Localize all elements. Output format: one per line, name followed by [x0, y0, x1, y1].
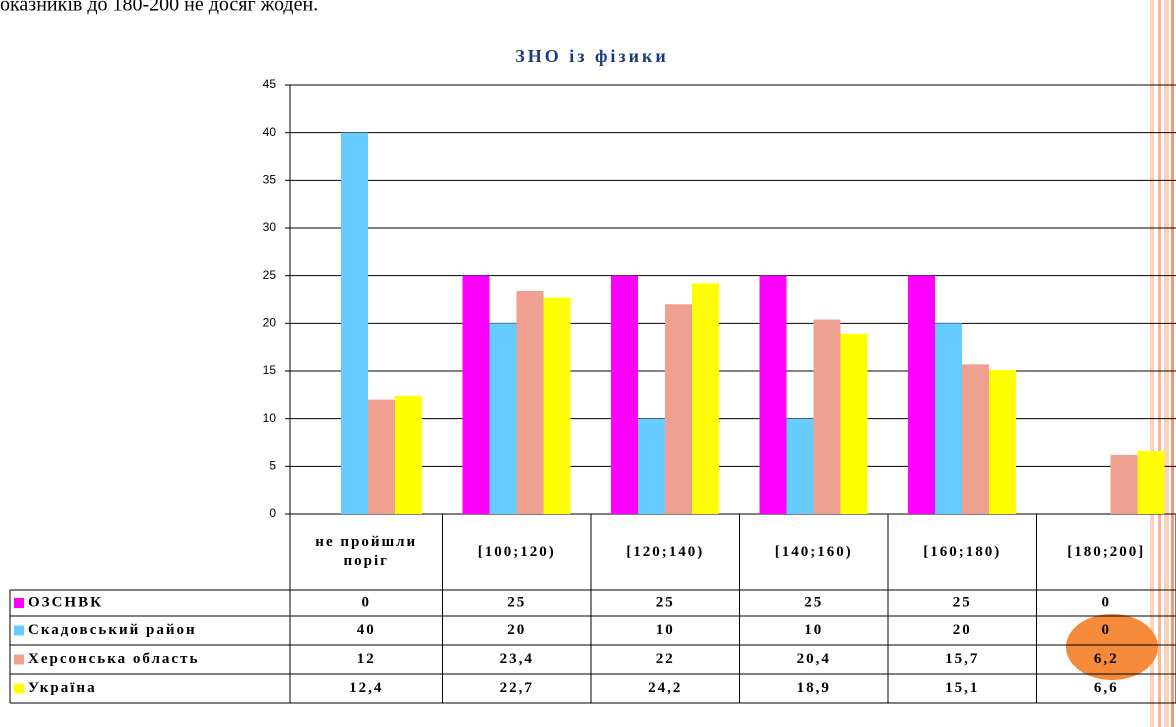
bar	[341, 132, 368, 514]
bar	[665, 304, 692, 514]
bar	[759, 275, 787, 514]
bar	[840, 333, 868, 514]
y-tick-label: 5	[269, 459, 276, 473]
table-value: 15,1	[945, 680, 979, 696]
y-tick-label: 35	[263, 173, 277, 187]
legend-swatch	[14, 598, 24, 608]
table-value: 25	[953, 594, 972, 610]
table-value: 6,2	[1094, 651, 1119, 667]
table-value: 24,2	[648, 680, 682, 696]
bar	[908, 275, 935, 514]
legend-swatch	[14, 683, 24, 694]
category-cell: [100;120)	[477, 543, 556, 560]
table-value: 10	[804, 622, 823, 638]
y-tick-label: 30	[263, 220, 277, 234]
table-value: 12,4	[349, 680, 383, 696]
category-cell: [120;140)	[626, 543, 705, 560]
bar	[611, 275, 638, 514]
y-tick-label: 45	[263, 77, 277, 91]
legend-swatch	[14, 625, 24, 636]
table-value: 22,7	[500, 680, 534, 696]
table-value: 20	[953, 622, 972, 638]
table-value: 0	[1102, 594, 1112, 610]
bar	[395, 395, 422, 514]
table-value: 20,4	[797, 651, 831, 667]
right-stripes	[1150, 0, 1174, 727]
y-tick-label: 0	[269, 506, 276, 520]
table-value: 20	[507, 622, 526, 638]
category-cell: [180;200]	[1067, 543, 1146, 560]
y-tick-label: 20	[263, 316, 277, 330]
x-tick-label: не пройшли поріг	[315, 534, 418, 569]
highlight-circle	[1066, 614, 1158, 680]
table-value: 15,7	[945, 651, 979, 667]
bar	[989, 370, 1016, 514]
y-tick-label: 10	[263, 411, 277, 425]
category-cell: не пройшли поріг	[315, 534, 418, 569]
category-cell: [160;180)	[923, 543, 1002, 560]
header-text: оказників до 180-200 не досяг жоден.	[0, 0, 318, 16]
bar	[638, 418, 665, 514]
y-tick-label: 25	[263, 268, 277, 282]
x-tick-label: [140;160)	[774, 543, 853, 560]
table-value: 22	[656, 651, 675, 667]
table-value: 0	[362, 594, 372, 610]
bar	[962, 364, 989, 514]
table-value: 12	[357, 651, 376, 667]
y-tick-label: 15	[263, 363, 277, 377]
x-tick-label: [100;120)	[477, 543, 556, 560]
table-value: 40	[357, 622, 376, 638]
legend-label: ОЗСНВК	[28, 594, 103, 610]
x-tick-label: [160;180)	[923, 543, 1002, 560]
table-value: 0	[1102, 622, 1112, 638]
bar	[543, 297, 571, 514]
bar	[786, 418, 814, 514]
x-tick-label: [120;140)	[626, 543, 705, 560]
x-tick-label: [180;200]	[1067, 543, 1146, 560]
bar	[1137, 451, 1165, 514]
legend-label: Херсонська область	[28, 651, 199, 667]
legend-label: Україна	[28, 680, 97, 696]
table-value: 25	[804, 594, 823, 610]
table-value: 6,6	[1094, 680, 1119, 696]
table-value: 25	[656, 594, 675, 610]
bar	[813, 319, 841, 514]
bar	[935, 323, 962, 514]
chart-title: ЗНО із фізики	[515, 46, 669, 66]
table-value: 10	[656, 622, 675, 638]
category-cell: [140;160)	[774, 543, 853, 560]
table-value: 25	[507, 594, 526, 610]
table-value: 18,9	[797, 680, 831, 696]
bar	[516, 290, 544, 514]
bar	[368, 399, 395, 514]
legend-label: Скадовський район	[28, 622, 197, 638]
y-tick-label: 40	[263, 125, 277, 139]
table-value: 23,4	[500, 651, 534, 667]
bar	[692, 283, 719, 514]
bar	[1110, 454, 1138, 514]
bar	[489, 323, 517, 514]
legend-swatch	[14, 654, 24, 665]
bar	[462, 275, 490, 514]
